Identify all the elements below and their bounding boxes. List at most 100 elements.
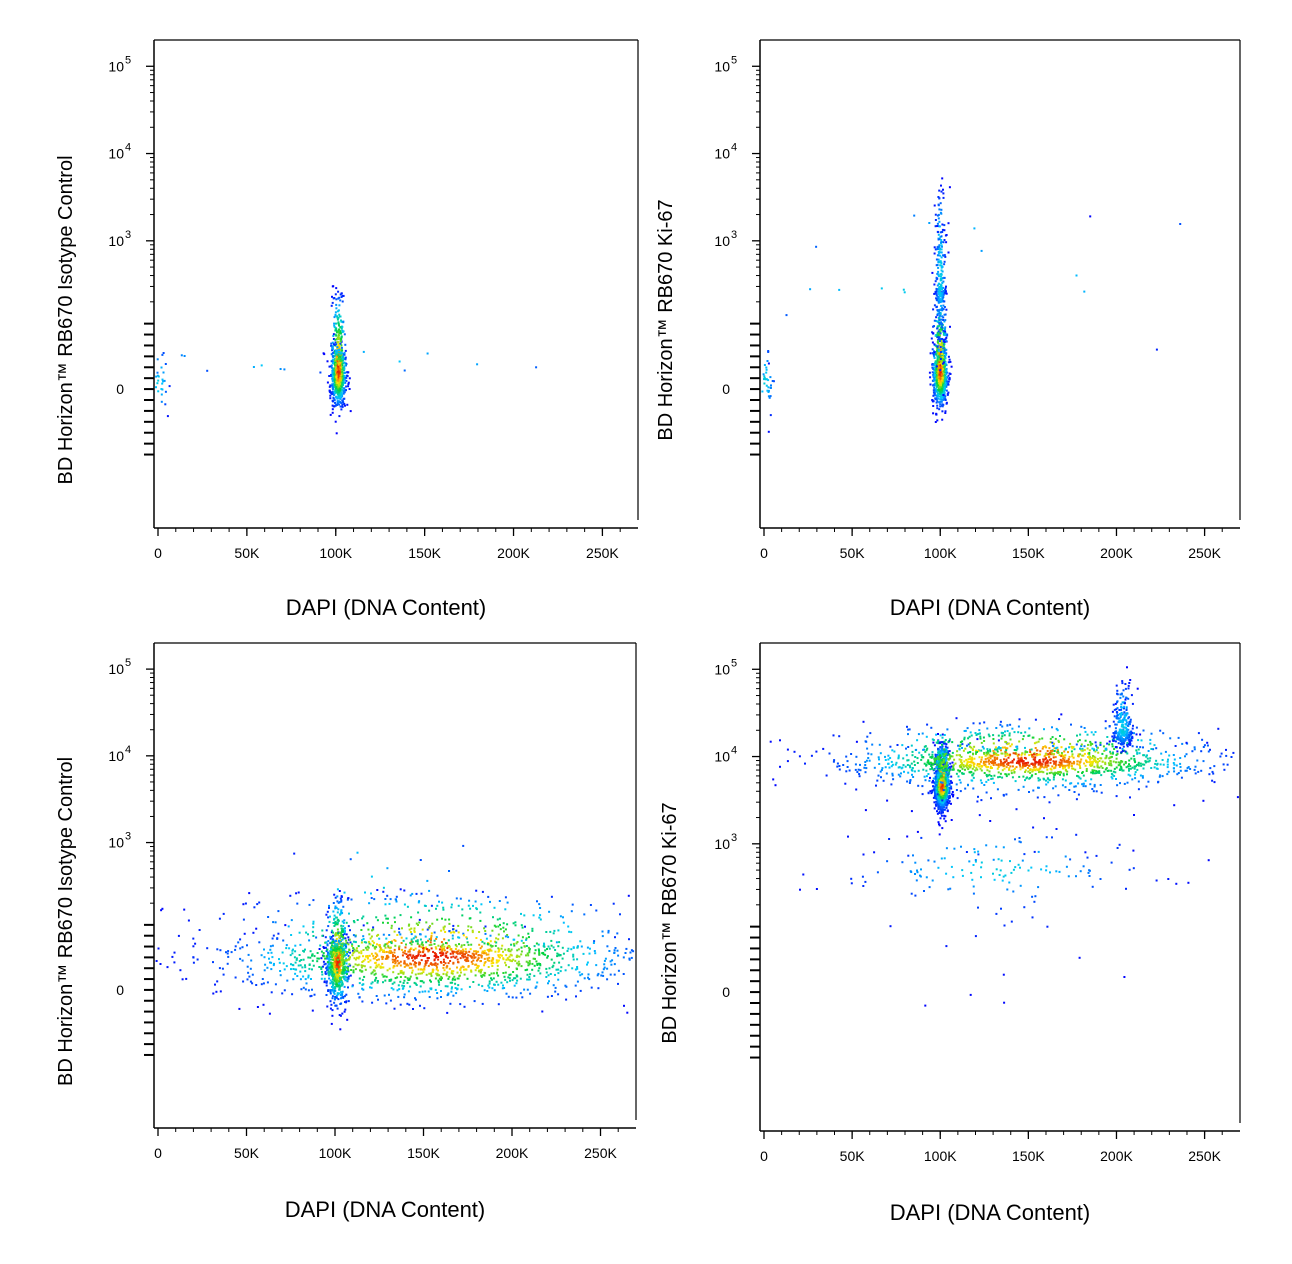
event-dot [434,946,437,949]
event-dot [938,283,941,285]
event-dot [332,910,335,913]
event-dot [437,969,439,972]
event-dot [385,937,388,940]
event-dot [332,989,335,992]
event-dot [435,947,438,950]
event-dot [459,957,462,960]
event-dot [496,918,499,921]
event-dot [767,386,770,389]
event-dot [334,920,337,923]
event-dot [944,370,947,372]
event-dot [338,1014,341,1016]
event-dot [337,983,340,986]
event-dot [339,358,342,361]
event-dot [234,945,237,948]
event-dot [364,946,367,949]
event-dot [472,904,474,907]
event-dot [308,967,311,970]
event-dot [333,382,336,385]
event-dot [506,934,509,936]
event-dot [497,959,500,962]
event-dot [454,982,457,985]
event-dot [937,397,940,400]
event-dot [937,372,940,375]
event-dot [423,965,426,968]
event-dot [589,904,592,906]
event-dot [412,948,415,951]
event-dot [538,903,541,906]
event-dot [291,952,294,955]
event-dot [399,1003,402,1006]
event-dot [166,966,169,969]
event-dot [437,979,440,982]
event-dot [446,947,449,950]
event-dot [340,931,342,934]
event-dot [942,398,945,401]
event-dot [332,984,334,987]
x-tick-label: 250K [1188,545,1221,561]
event-dot [339,382,341,385]
event-dot [338,348,341,351]
event-dot [940,343,943,346]
event-dot [156,371,159,374]
event-dot [483,962,486,965]
event-dot [936,312,939,315]
event-dot [579,974,582,977]
event-dot [338,304,341,307]
event-dot [333,979,336,982]
event-dot [947,374,950,377]
event-dot [515,996,518,999]
event-dot [511,960,513,963]
event-dot [767,391,770,393]
event-dot [352,940,355,943]
event-dot [448,930,451,933]
event-dot [937,301,940,304]
event-dot [339,326,342,329]
event-dot [941,350,944,353]
event-dot [436,972,439,975]
event-dot [941,245,943,248]
event-dot [579,940,582,943]
y-tick-exponent: 3 [125,229,131,241]
event-dot [937,288,940,291]
event-dot [938,261,941,264]
event-dot [264,963,267,966]
event-dot [943,351,946,354]
event-dot [471,952,474,955]
event-dot [341,370,344,373]
event-dot [940,359,943,362]
event-dot [331,404,334,407]
event-dot [489,900,491,903]
event-dot [934,219,937,221]
event-dot [332,976,334,979]
event-dot [421,968,424,971]
event-dot [943,320,946,323]
event-dot [334,380,337,383]
event-dot [763,375,766,378]
event-dot [285,944,288,947]
event-dot [903,291,906,294]
event-dot [935,276,938,279]
event-dot [338,969,341,972]
event-dot [160,393,163,396]
event-dot [192,961,195,964]
event-dot [340,991,343,994]
event-dot [567,964,570,967]
event-dot [352,952,355,954]
event-dot [431,963,434,966]
event-dot [937,342,940,345]
event-dot [327,990,330,992]
event-dot [520,950,523,953]
event-dot [931,371,934,374]
event-dot [935,297,938,300]
event-dot [451,950,454,953]
event-dot [333,358,336,361]
event-dot [933,343,936,346]
event-dot [940,351,942,354]
event-dot [162,352,165,354]
event-dot [937,330,940,333]
event-dot [942,340,945,343]
event-dot [443,945,446,948]
event-dot [439,954,442,957]
event-dot [331,974,334,977]
